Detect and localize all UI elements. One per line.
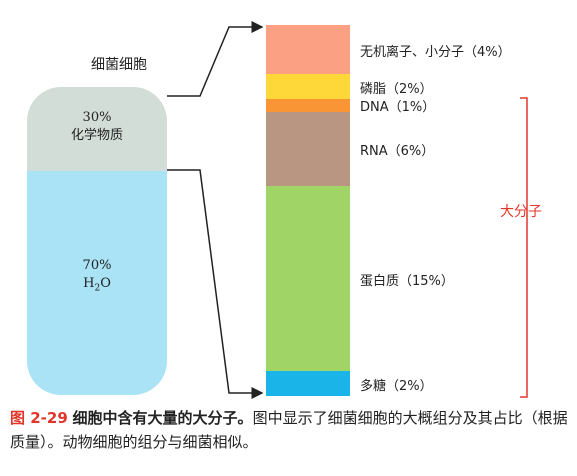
bacterial-cell: 30% 化学物质 70% H2O bbox=[27, 87, 167, 395]
figure-number: 图 2-29 bbox=[10, 409, 68, 427]
cell-title: 细菌细胞 bbox=[91, 57, 147, 73]
segment-label-3: RNA（6%） bbox=[360, 143, 435, 159]
chemicals-region: 30% 化学物质 bbox=[27, 87, 167, 171]
chemicals-percent: 30% bbox=[82, 110, 112, 125]
bar-segment-1 bbox=[266, 74, 350, 100]
segment-label-1: 磷脂（2%） bbox=[360, 81, 433, 97]
macromolecule-label: 大分子 bbox=[500, 204, 542, 220]
segment-label-0: 无机离子、小分子（4%） bbox=[360, 44, 511, 60]
figure-caption: 图 2-29 细胞中含有大量的大分子。图中显示了细菌细胞的大概组分及其占比（根据… bbox=[10, 406, 570, 454]
bottom-connector-arrow bbox=[167, 169, 264, 399]
water-region: 70% H2O bbox=[27, 171, 167, 395]
bar-segment-5 bbox=[266, 371, 350, 396]
water-formula: H2O bbox=[83, 276, 111, 294]
caption-text: 图中显示了细菌细胞的大概组分及其占比（根据质量）。动物细胞的组分与细菌相似。 bbox=[10, 409, 568, 451]
composition-bar bbox=[266, 25, 350, 396]
segment-label-4: 蛋白质（15%） bbox=[360, 273, 454, 289]
water-percent: 70% bbox=[82, 258, 112, 273]
bar-segment-4 bbox=[266, 185, 350, 372]
segment-label-5: 多糖（2%） bbox=[360, 378, 433, 394]
macromolecule-bracket bbox=[520, 97, 528, 398]
caption-headline: 细胞中含有大量的大分子。 bbox=[72, 409, 253, 427]
bar-segment-0 bbox=[266, 25, 350, 75]
chemicals-label: 化学物质 bbox=[70, 128, 123, 143]
top-connector-arrow bbox=[167, 21, 264, 97]
segment-label-2: DNA（1%） bbox=[360, 100, 436, 116]
bar-segment-3 bbox=[266, 111, 350, 186]
bar-segment-2 bbox=[266, 99, 350, 112]
